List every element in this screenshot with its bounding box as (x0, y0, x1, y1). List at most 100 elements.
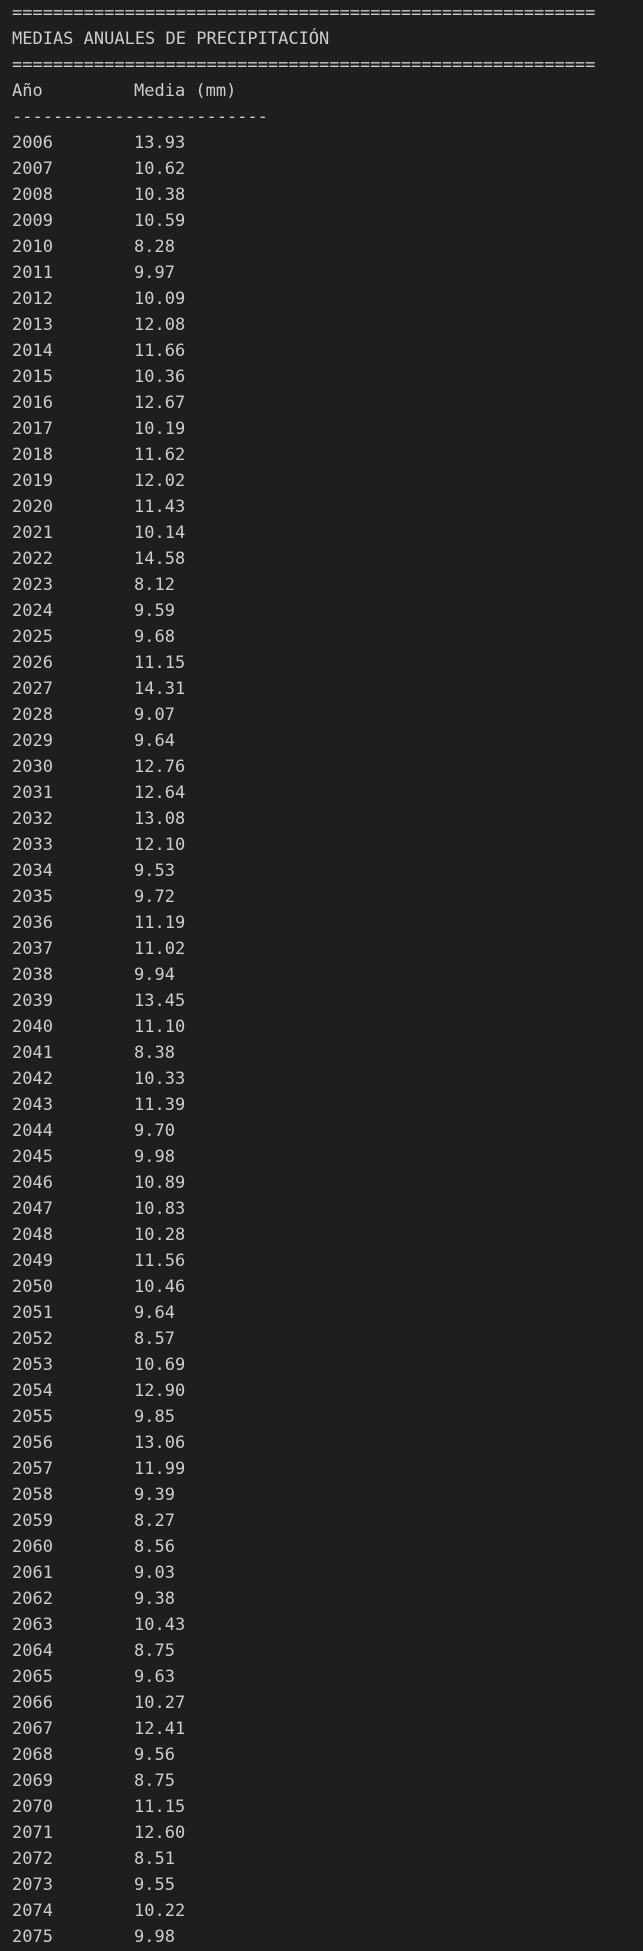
row-year: 2050 (12, 1277, 53, 1297)
row-year: 2069 (12, 1771, 53, 1791)
row-value: 11.15 (134, 1797, 186, 1817)
row-value: 9.72 (134, 887, 175, 907)
table-row: 2042 10.33 (12, 1066, 643, 1092)
row-value: 11.56 (134, 1251, 186, 1271)
row-value: 11.62 (134, 445, 186, 465)
table-row: 2022 14.58 (12, 546, 643, 572)
row-year: 2056 (12, 1433, 53, 1453)
table-row: 2053 10.69 (12, 1352, 643, 1378)
row-value: 9.94 (134, 965, 175, 985)
row-year: 2033 (12, 835, 53, 855)
row-year: 2045 (12, 1147, 53, 1167)
row-year: 2046 (12, 1173, 53, 1193)
table-row: 2075 9.98 (12, 1924, 643, 1950)
row-year: 2010 (12, 237, 53, 257)
table-row: 2050 10.46 (12, 1274, 643, 1300)
table-row: 2009 10.59 (12, 208, 643, 234)
table-row: 2036 11.19 (12, 910, 643, 936)
column-header-row: Año Media (mm) (12, 78, 643, 104)
table-row: 2044 9.70 (12, 1118, 643, 1144)
row-value: 11.10 (134, 1017, 186, 1037)
row-value: 8.56 (134, 1537, 175, 1557)
row-year: 2019 (12, 471, 53, 491)
table-row: 2061 9.03 (12, 1560, 643, 1586)
row-value: 9.98 (134, 1927, 175, 1947)
row-value: 9.98 (134, 1147, 175, 1167)
row-year: 2060 (12, 1537, 53, 1557)
header-separator: ------------------------- (12, 107, 268, 127)
table-row: 2043 11.39 (12, 1092, 643, 1118)
rule-top: ========================================… (12, 3, 596, 23)
table-row: 2029 9.64 (12, 728, 643, 754)
row-value: 8.38 (134, 1043, 175, 1063)
table-row: 2021 10.14 (12, 520, 643, 546)
row-value: 9.64 (134, 1303, 175, 1323)
row-value: 8.12 (134, 575, 175, 595)
row-value: 9.70 (134, 1121, 175, 1141)
table-row: 2024 9.59 (12, 598, 643, 624)
row-year: 2027 (12, 679, 53, 699)
table-row: 2069 8.75 (12, 1768, 643, 1794)
row-value: 9.53 (134, 861, 175, 881)
row-year: 2015 (12, 367, 53, 387)
row-value: 11.99 (134, 1459, 186, 1479)
table-row: 2032 13.08 (12, 806, 643, 832)
row-year: 2068 (12, 1745, 53, 1765)
row-value: 10.83 (134, 1199, 186, 1219)
table-row: 2064 8.75 (12, 1638, 643, 1664)
row-value: 9.64 (134, 731, 175, 751)
column-header-year: Año (12, 81, 43, 101)
row-value: 10.14 (134, 523, 186, 543)
row-year: 2071 (12, 1823, 53, 1843)
row-year: 2067 (12, 1719, 53, 1739)
row-value: 10.62 (134, 159, 186, 179)
table-row: 2016 12.67 (12, 390, 643, 416)
row-value: 12.76 (134, 757, 186, 777)
row-year: 2038 (12, 965, 53, 985)
table-row: 2074 10.22 (12, 1898, 643, 1924)
table-row: 2011 9.97 (12, 260, 643, 286)
table-row: 2073 9.55 (12, 1872, 643, 1898)
row-year: 2057 (12, 1459, 53, 1479)
table-row: 2047 10.83 (12, 1196, 643, 1222)
table-row: 2023 8.12 (12, 572, 643, 598)
rule-bottom: ========================================… (12, 55, 596, 75)
row-year: 2032 (12, 809, 53, 829)
row-year: 2062 (12, 1589, 53, 1609)
table-row: 2068 9.56 (12, 1742, 643, 1768)
row-year: 2035 (12, 887, 53, 907)
row-year: 2070 (12, 1797, 53, 1817)
table-row: 2038 9.94 (12, 962, 643, 988)
row-value: 11.43 (134, 497, 186, 517)
table-row: 2048 10.28 (12, 1222, 643, 1248)
row-year: 2063 (12, 1615, 53, 1635)
table-row: 2060 8.56 (12, 1534, 643, 1560)
row-year: 2058 (12, 1485, 53, 1505)
row-year: 2061 (12, 1563, 53, 1583)
table-row: 2018 11.62 (12, 442, 643, 468)
row-value: 12.64 (134, 783, 186, 803)
table-row: 2062 9.38 (12, 1586, 643, 1612)
row-year: 2006 (12, 133, 53, 153)
row-year: 2028 (12, 705, 53, 725)
table-row: 2039 13.45 (12, 988, 643, 1014)
table-row: 2054 12.90 (12, 1378, 643, 1404)
row-value: 9.56 (134, 1745, 175, 1765)
row-value: 10.59 (134, 211, 186, 231)
row-year: 2018 (12, 445, 53, 465)
row-value: 10.19 (134, 419, 186, 439)
row-value: 11.15 (134, 653, 186, 673)
table-row: 2041 8.38 (12, 1040, 643, 1066)
row-value: 9.68 (134, 627, 175, 647)
table-row: 2051 9.64 (12, 1300, 643, 1326)
row-year: 2074 (12, 1901, 53, 1921)
row-year: 2042 (12, 1069, 53, 1089)
row-year: 2047 (12, 1199, 53, 1219)
table-row: 2071 12.60 (12, 1820, 643, 1846)
report-title: MEDIAS ANUALES DE PRECIPITACIÓN (12, 29, 330, 49)
table-row: 2008 10.38 (12, 182, 643, 208)
table-row: 2028 9.07 (12, 702, 643, 728)
row-year: 2023 (12, 575, 53, 595)
table-row: 2007 10.62 (12, 156, 643, 182)
row-year: 2040 (12, 1017, 53, 1037)
